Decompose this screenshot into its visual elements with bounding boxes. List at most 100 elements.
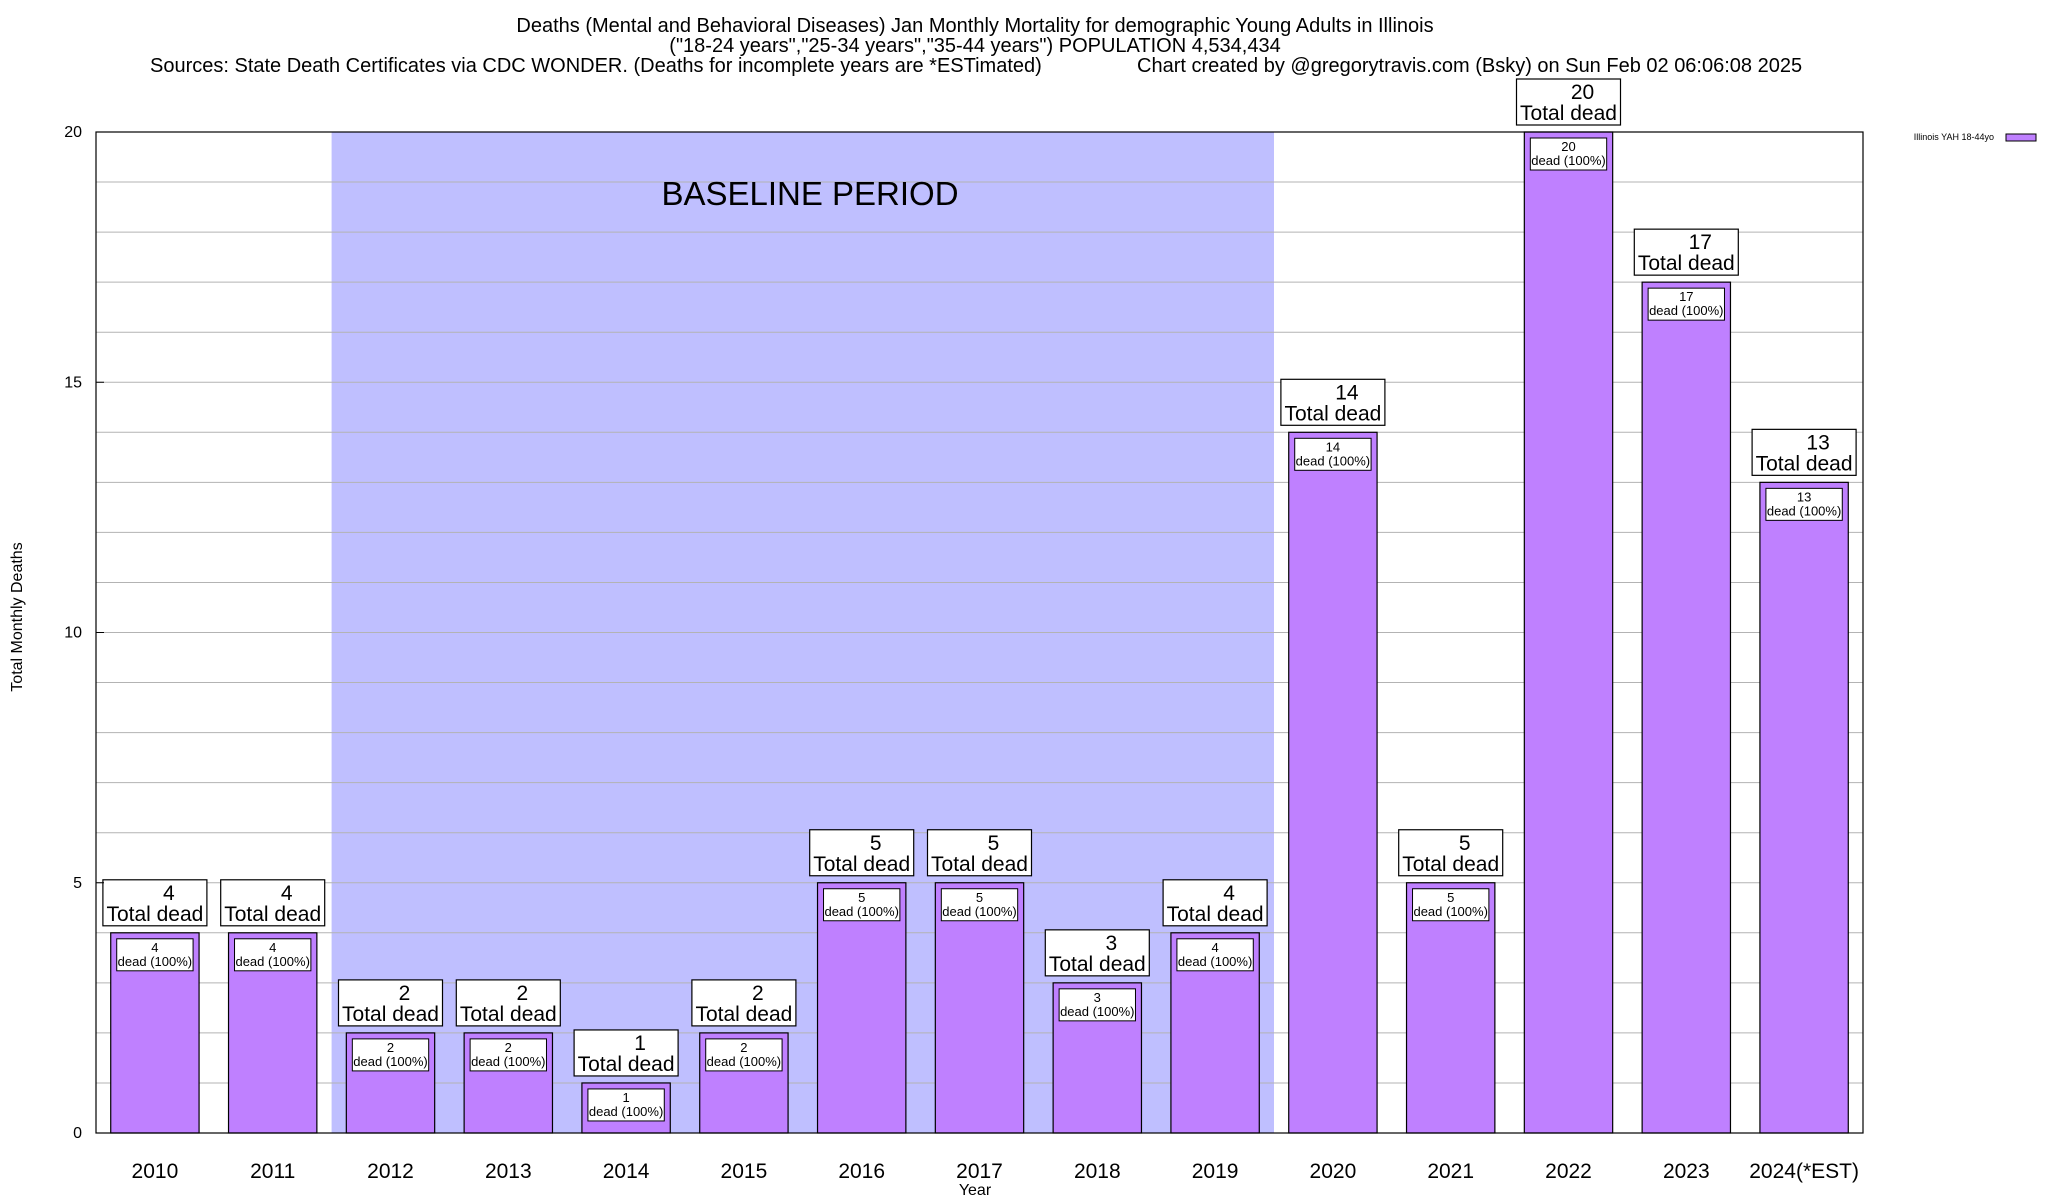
chart-source-text: Sources: State Death Certificates via CD… — [150, 55, 1042, 77]
bar-inner-value: 5 — [1447, 890, 1454, 905]
bar-inner-pct: dead (100%) — [589, 1104, 663, 1119]
bar-inner-pct: dead (100%) — [1413, 904, 1487, 919]
x-tick-label: 2013 — [485, 1160, 532, 1183]
bar-inner-label-box — [1294, 437, 1372, 471]
bar-total-value: 4 — [1223, 882, 1235, 905]
bar-inner-label-box — [1765, 487, 1843, 521]
x-tick-label: 2012 — [367, 1160, 414, 1183]
bar-inner-value: 4 — [269, 940, 276, 955]
bar — [934, 882, 1025, 1134]
x-tick-label: 2022 — [1545, 1160, 1592, 1183]
bar-total-value: 1 — [634, 1032, 646, 1055]
bar-inner-label-box — [1412, 888, 1490, 922]
x-tick-label: 2015 — [721, 1160, 768, 1183]
y-tick-label: 5 — [73, 875, 82, 892]
bar-inner-value: 3 — [1094, 990, 1101, 1005]
bar-inner-value: 14 — [1326, 439, 1340, 454]
bar — [816, 882, 907, 1134]
bar-total-value: 20 — [1571, 81, 1594, 104]
bar-total-label-box — [102, 879, 208, 927]
bar-inner-label-box — [1176, 938, 1254, 972]
bar-total-label-box — [1633, 228, 1739, 276]
x-tick-label: 2010 — [132, 1160, 179, 1183]
x-tick-label: 2024(*EST) — [1749, 1160, 1859, 1183]
bar-total-text: Total dead — [813, 853, 910, 876]
bar-inner-label-box — [940, 888, 1019, 922]
bar-inner-label-box — [351, 1038, 430, 1072]
bar-inner-label-box — [234, 938, 312, 972]
bar-total-value: 4 — [163, 882, 175, 905]
bar — [1523, 131, 1614, 1134]
x-tick-label: 2021 — [1427, 1160, 1474, 1183]
bar — [1288, 431, 1378, 1134]
y-tick-label: 15 — [64, 374, 82, 391]
bar — [1759, 481, 1849, 1134]
bar-total-value: 17 — [1689, 231, 1712, 254]
bar-inner-value: 1 — [622, 1090, 629, 1105]
bar-total-text: Total dead — [1402, 853, 1499, 876]
bar-inner-label-box — [1647, 287, 1725, 321]
bar-inner-value: 2 — [505, 1040, 512, 1055]
bar-total-label-box — [1751, 428, 1857, 476]
y-tick-label: 10 — [64, 625, 82, 642]
bar-total-value: 2 — [399, 982, 411, 1005]
y-axis-label: Total Monthly Deaths — [9, 542, 26, 691]
bar-total-label-box — [1515, 78, 1622, 126]
legend-label: Illinois YAH 18-44yo — [1914, 132, 1994, 142]
legend: Illinois YAH 18-44yo — [1914, 132, 2037, 142]
y-tick-label: 20 — [64, 124, 82, 141]
bar-inner-value: 2 — [387, 1040, 394, 1055]
bar — [1405, 882, 1496, 1134]
baseline-period-label: BASELINE PERIOD — [661, 175, 958, 212]
bar-total-value: 3 — [1105, 932, 1117, 955]
legend-swatch — [2005, 133, 2037, 142]
bar-inner-pct: dead (100%) — [707, 1054, 781, 1069]
bar-inner-pct: dead (100%) — [1178, 954, 1252, 969]
x-tick-label: 2011 — [250, 1160, 295, 1183]
bar-total-label-box — [1280, 378, 1386, 426]
bar-inner-pct: dead (100%) — [1060, 1004, 1134, 1019]
bar-inner-label-box — [116, 938, 194, 972]
bar-total-text: Total dead — [695, 1003, 792, 1026]
bar-total-text: Total dead — [1049, 953, 1146, 976]
bar-total-label-box — [455, 979, 561, 1027]
bar-total-text: Total dead — [1756, 452, 1853, 475]
bar-inner-value: 4 — [1211, 940, 1218, 955]
bar-inner-label-box — [1529, 137, 1608, 171]
bar-inner-pct: dead (100%) — [1296, 453, 1370, 468]
chart-credit-text: Chart created by @gregorytravis.com (Bsk… — [1137, 55, 1802, 77]
bar-inner-value: 4 — [151, 940, 158, 955]
bar-total-label-box — [1044, 929, 1150, 977]
bar-total-text: Total dead — [931, 853, 1028, 876]
bar-total-text: Total dead — [460, 1003, 557, 1026]
bar-inner-pct: dead (100%) — [942, 904, 1016, 919]
bar-inner-value: 5 — [858, 890, 865, 905]
chart-title-line-2: ("18-24 years","25-34 years","35-44 year… — [669, 35, 1280, 57]
x-tick-label: 2017 — [956, 1160, 1003, 1183]
bar-inner-label-box — [1058, 988, 1136, 1022]
bar-total-value: 4 — [281, 882, 293, 905]
bar-inner-pct: dead (100%) — [471, 1054, 545, 1069]
bar-inner-label-box — [823, 888, 901, 922]
bar-inner-value: 17 — [1679, 289, 1693, 304]
x-tick-label: 2023 — [1663, 1160, 1710, 1183]
bar-total-value: 2 — [752, 982, 764, 1005]
bar-inner-label-box — [705, 1038, 783, 1072]
bar-total-value: 13 — [1806, 431, 1829, 454]
chart-title-line-1: Deaths (Mental and Behavioral Diseases) … — [516, 15, 1433, 37]
bar-inner-value: 5 — [976, 890, 983, 905]
bar-inner-label-box — [469, 1038, 547, 1072]
bar-total-label-box — [337, 979, 444, 1027]
bar-total-value: 2 — [516, 982, 528, 1005]
bar-total-label-box — [220, 879, 326, 927]
bar-total-value: 14 — [1335, 381, 1359, 404]
x-tick-label: 2020 — [1310, 1160, 1357, 1183]
bar-total-text: Total dead — [1167, 903, 1264, 926]
x-tick-label: 2019 — [1192, 1160, 1239, 1183]
bar-total-value: 5 — [988, 832, 1000, 855]
bar-total-text: Total dead — [224, 903, 321, 926]
bar-inner-pct: dead (100%) — [118, 954, 192, 969]
bar-total-label-box — [809, 829, 915, 877]
bar-inner-value: 2 — [740, 1040, 747, 1055]
